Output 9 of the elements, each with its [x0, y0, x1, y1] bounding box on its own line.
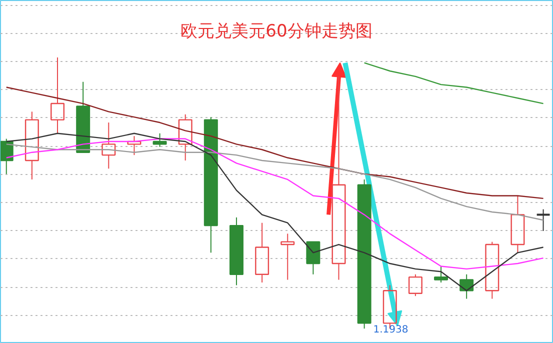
- annotation: 1.1938: [373, 324, 408, 336]
- candlestick: [255, 222, 270, 283]
- chart-title: 欧元兑美元60分钟走势图: [180, 22, 372, 42]
- candlestick: [127, 136, 142, 156]
- candlestick: [102, 122, 116, 170]
- candlestick: [24, 111, 39, 180]
- candlestick: [50, 56, 65, 134]
- candlestick: [280, 233, 295, 280]
- candlestick: [229, 216, 244, 286]
